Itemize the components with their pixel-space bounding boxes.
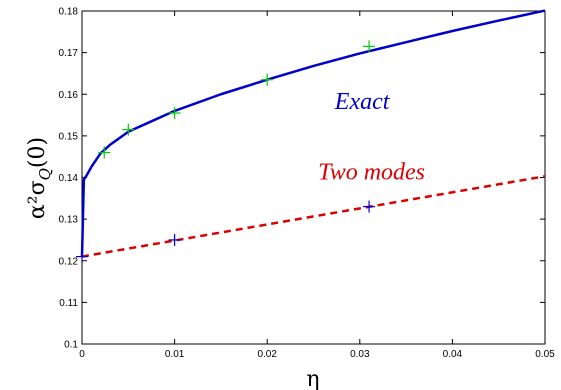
x-tick-label: 0.01 (165, 349, 185, 360)
plus-marker (363, 200, 376, 213)
y-tick-label: 0.13 (59, 215, 79, 226)
series-line-exact (80, 9, 546, 257)
plot-frame (81, 10, 546, 345)
series-line-two-modes (81, 175, 546, 258)
tick-labels: 0 0.01 0.02 0.03 0.04 0.05 0.1 0.11 0.12 0.13 0.14… (59, 7, 556, 361)
x-tick-label: 0.04 (443, 349, 463, 360)
plus-marker (168, 233, 181, 246)
markers-group (76, 40, 376, 263)
y-axis-title-subscript: Q (36, 168, 54, 180)
plus-marker (261, 73, 274, 86)
y-tick-label: 0.15 (59, 131, 79, 142)
x-tick-label: 0 (79, 349, 85, 360)
y-tick-label: 0.12 (59, 256, 79, 267)
x-tick-label: 0.03 (350, 349, 370, 360)
x-tick-label: 0.05 (535, 349, 555, 360)
annotation-label: Two modes (318, 160, 425, 186)
y-tick-label: 0.1 (64, 340, 78, 351)
plus-marker (98, 146, 111, 159)
plus-marker (76, 250, 88, 263)
y-axis-title-main: α²σ (25, 180, 50, 219)
x-tick-label: 0.02 (257, 349, 277, 360)
y-tick-label: 0.18 (59, 7, 79, 18)
y-axis-title: α²σQ(0) (25, 137, 54, 219)
plus-marker (168, 106, 181, 119)
x-axis-title: η (306, 367, 319, 390)
series-group (80, 9, 546, 258)
y-tick-label: 0.14 (59, 173, 79, 184)
y-tick-label: 0.17 (59, 48, 79, 59)
y-axis-title-suffix: (0) (25, 137, 50, 168)
y-tick-label: 0.16 (59, 90, 79, 101)
plus-marker (363, 40, 376, 53)
annotations: Exact Two modes (318, 89, 425, 186)
annotation-label: Exact (334, 89, 391, 115)
y-tick-label: 0.11 (59, 298, 78, 309)
ticks (81, 10, 546, 345)
plus-marker (122, 123, 135, 136)
